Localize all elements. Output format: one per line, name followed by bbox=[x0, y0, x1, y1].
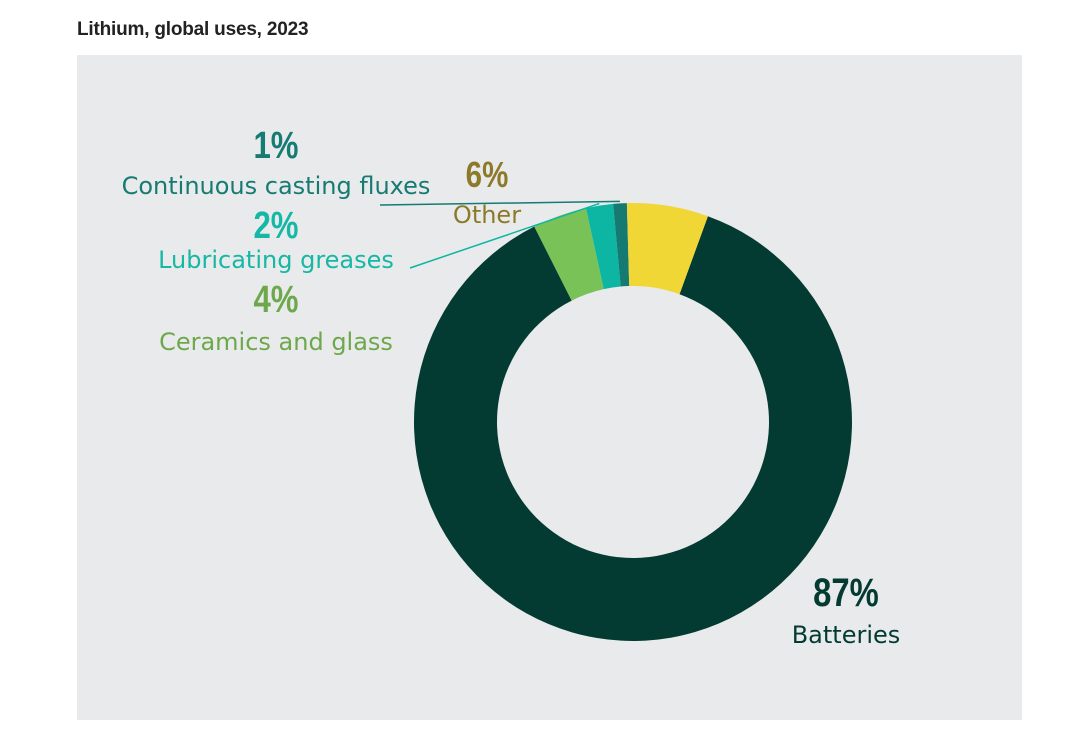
slice-other bbox=[626, 203, 708, 295]
value-label-other: 6% bbox=[466, 154, 509, 194]
leader-lines bbox=[379, 200, 620, 269]
value-label-continuous-casting-fluxes: 1% bbox=[253, 125, 298, 167]
category-label-batteries: Batteries bbox=[792, 621, 901, 649]
category-label-continuous-casting-fluxes: Continuous casting fluxes bbox=[122, 172, 431, 200]
leader-line-continuous-casting-fluxes bbox=[379, 200, 620, 206]
leader-line-lubricating-greases bbox=[409, 202, 600, 269]
category-label-lubricating-greases: Lubricating greases bbox=[158, 246, 394, 274]
category-label-ceramics-and-glass: Ceramics and glass bbox=[159, 328, 393, 356]
category-label-other: Other bbox=[453, 201, 521, 229]
value-label-ceramics-and-glass: 4% bbox=[253, 279, 298, 321]
slice-batteries bbox=[413, 216, 852, 641]
value-label-lubricating-greases: 2% bbox=[253, 205, 298, 247]
donut-slices bbox=[413, 203, 852, 641]
slice-lubricating-greases bbox=[585, 203, 621, 290]
chart-title: Lithium, global uses, 2023 bbox=[77, 19, 309, 40]
slice-continuous-casting-fluxes bbox=[613, 203, 630, 287]
value-label-batteries: 87% bbox=[813, 570, 879, 615]
slice-labels: 87% Batteries 4% Ceramics and glass 2%Lubric… bbox=[122, 125, 901, 649]
slice-ceramics-and-glass bbox=[534, 208, 604, 301]
